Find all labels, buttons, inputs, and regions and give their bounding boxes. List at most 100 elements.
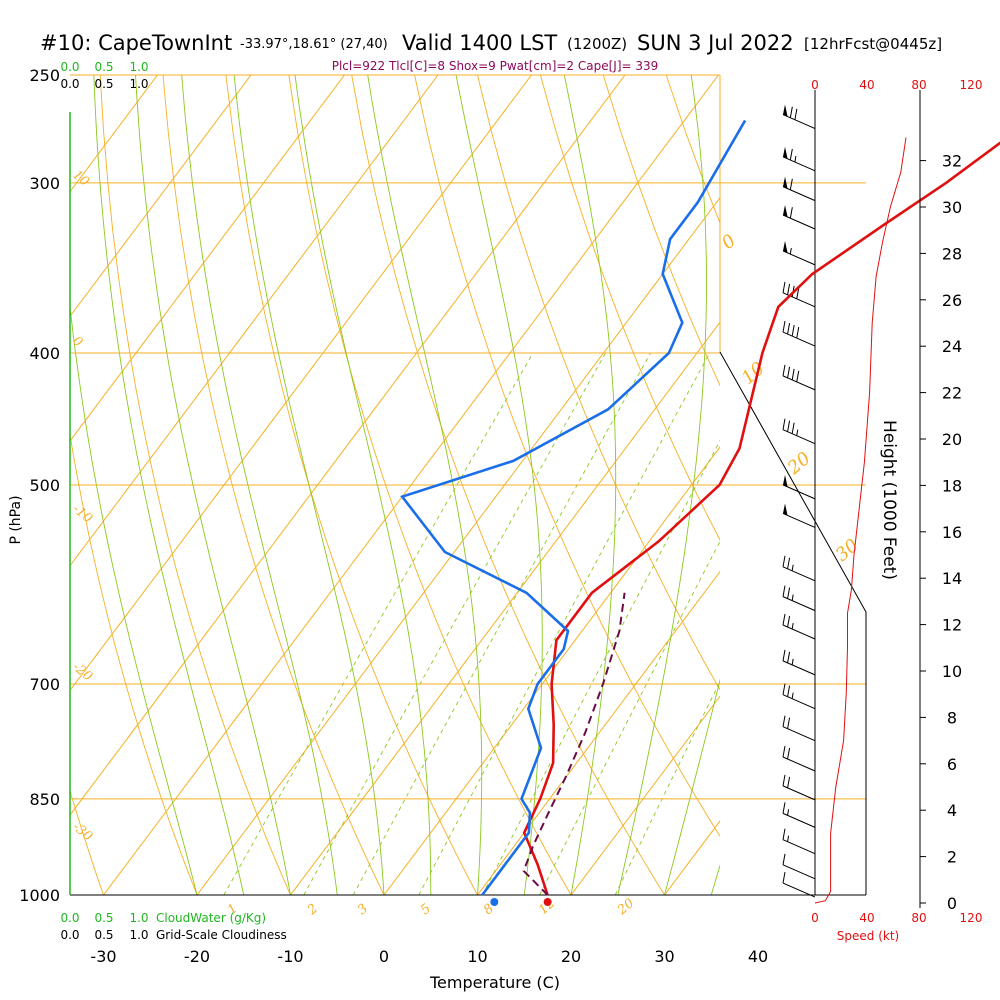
y-tick-label: 250 <box>29 66 60 85</box>
height-tick-label: 12 <box>942 616 962 635</box>
moist-adiabat-label: 0 <box>718 230 740 253</box>
height-tick-label: 14 <box>942 569 962 588</box>
mixing-ratio-label: 2 <box>304 901 321 918</box>
cloudiness-tick-bottom: 1.0 <box>129 928 148 942</box>
wind-barb <box>782 802 816 828</box>
mixing-ratio-line <box>539 540 720 895</box>
cloudiness-label: Grid-Scale Cloudiness <box>156 928 287 942</box>
x-tick-label: -10 <box>277 947 303 966</box>
moist-adiabat-line <box>664 678 720 895</box>
height-tick-label: 22 <box>942 384 962 403</box>
wind-barb <box>782 715 816 742</box>
wind-barb <box>782 585 816 612</box>
dry-adiabat-line <box>70 432 198 895</box>
cloudiness-tick-bottom: 0.5 <box>94 928 113 942</box>
height-tick-label: 4 <box>947 801 957 820</box>
dry-adiabat-line <box>70 789 104 895</box>
moist-adiabat-label: 30 <box>832 535 863 566</box>
moist-adiabat-label: 20 <box>783 448 815 479</box>
wind-barb <box>782 853 816 880</box>
dry-adiabat-line <box>288 75 572 895</box>
chart-title-forecast: [12hrFcst@0445z] <box>804 35 942 53</box>
y-tick-label: 700 <box>29 675 60 694</box>
mixing-ratio-line <box>352 352 651 895</box>
speed-tick-label-bottom: 0 <box>811 911 819 925</box>
cloudwater-tick-top: 1.0 <box>129 60 148 74</box>
wind-barb <box>782 555 816 582</box>
temperature-line <box>522 141 1000 896</box>
moist-adiabat-label: 10 <box>738 358 769 389</box>
x-tick-label: -30 <box>90 947 116 966</box>
y-tick-label: 500 <box>29 476 60 495</box>
sounding-series <box>400 119 1000 906</box>
parcel-line <box>522 592 626 896</box>
dry-adiabat-label: -10 <box>69 502 95 527</box>
cloudwater-tick-top: 0.0 <box>60 60 79 74</box>
height-tick-label: 28 <box>942 244 962 263</box>
moist-adiabat-line <box>93 75 245 895</box>
cloudwater-tick-bottom: 0.0 <box>60 911 79 925</box>
isotherm-line <box>70 75 345 442</box>
axes: -30 -20 -10 0 10 20 30 402503004005007008501000… <box>19 60 982 966</box>
wind-barb <box>782 205 816 230</box>
moist-adiabat-line <box>294 75 432 895</box>
mixing-ratio-label: 20 <box>614 896 637 919</box>
cloudwater-label: CloudWater (g/Kg) <box>156 911 266 925</box>
height-tick-label: 32 <box>942 152 962 171</box>
speed-tick-label-top: 80 <box>911 78 926 92</box>
isotherm-line <box>477 570 720 895</box>
dry-adiabat-line <box>99 75 291 895</box>
moist-adiabat-line <box>70 302 198 895</box>
chart-title-location: -33.97°,18.61° (27,40) <box>240 37 388 52</box>
wind-barb <box>782 240 816 266</box>
mixing-ratio-line <box>614 680 720 895</box>
speed-tick-label-bottom: 40 <box>859 911 874 925</box>
mixing-ratio-line <box>223 352 534 895</box>
surface-temperature-marker <box>543 898 552 906</box>
wind-barb <box>782 683 816 710</box>
speed-tick-label-top: 40 <box>859 78 874 92</box>
x-tick-label: 0 <box>379 947 389 966</box>
height-tick-label: 0 <box>947 894 957 913</box>
height-axis-label: Height (1000 Feet) <box>879 420 899 580</box>
wind-speed-profile <box>814 137 907 904</box>
dry-adiabat-line <box>351 75 665 895</box>
moist-adiabat-line <box>135 75 291 895</box>
cloudiness-tick-bottom: 0.0 <box>60 928 79 942</box>
wind-speed-line <box>814 137 907 904</box>
x-tick-label: 10 <box>467 947 487 966</box>
cloudwater-tick-bottom: 0.5 <box>94 911 113 925</box>
chart-title-zulu: (1200Z) <box>567 35 627 53</box>
chart-title-station: #10: CapeTownInt <box>40 31 232 55</box>
chart-title-valid: Valid 1400 LST <box>402 31 557 55</box>
dry-adiabat-line <box>0 75 10 895</box>
dry-adiabat-line <box>414 75 720 838</box>
dry-adiabat-line <box>539 75 720 542</box>
dry-adiabat-label: 10 <box>69 168 91 190</box>
top-boundary-line <box>719 351 867 895</box>
speed-tick-label-top: 120 <box>960 78 983 92</box>
mixing-ratio-label: 3 <box>355 901 371 918</box>
speed-axis-label: Speed (kt) <box>837 929 899 943</box>
x-tick-label: 30 <box>654 947 674 966</box>
mixing-ratio-line <box>481 439 720 895</box>
cloudiness-tick-top: 0.5 <box>94 77 113 91</box>
moist-adiabat-line <box>617 75 707 895</box>
dry-adiabat-label: 0 <box>69 334 85 351</box>
x-axis-label: Temperature (C) <box>429 973 560 992</box>
height-tick-label: 10 <box>942 662 962 681</box>
wind-barb <box>782 146 816 172</box>
speed-tick-label-bottom: 120 <box>960 911 983 925</box>
speed-tick-label-top: 0 <box>811 78 819 92</box>
wind-barb <box>782 176 816 202</box>
height-tick-label: 26 <box>942 291 962 310</box>
wind-barb <box>782 104 816 129</box>
dry-adiabat-line <box>602 75 720 387</box>
wind-barb <box>782 364 816 391</box>
wind-barb <box>782 418 816 445</box>
x-tick-label: 40 <box>748 947 768 966</box>
wind-barb <box>782 281 816 308</box>
wind-barb <box>782 871 816 898</box>
y-tick-label: 400 <box>29 344 60 363</box>
